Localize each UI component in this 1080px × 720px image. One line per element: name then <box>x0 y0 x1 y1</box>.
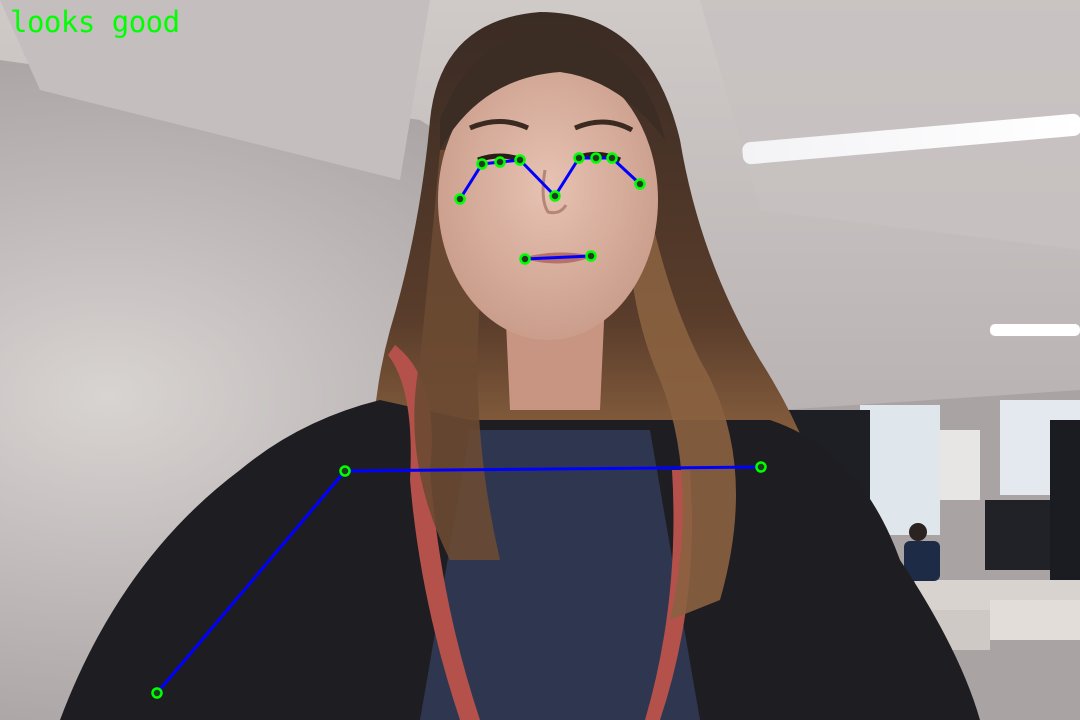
keypoint-nose <box>549 190 561 202</box>
keypoint-right-eye-outer <box>606 152 618 164</box>
keypoint-left-eye-inner <box>514 154 526 166</box>
face-segment-left-ear-to-left-eye-outer <box>458 163 484 200</box>
keypoint-right-eye-inner <box>573 152 585 164</box>
skeleton-lines <box>155 156 762 694</box>
body-segment-left-elbow-to-left-shoulder <box>155 470 347 694</box>
body-segment-left-shoulder-to-right-shoulder <box>344 465 762 473</box>
keypoint-left-elbow <box>151 687 163 699</box>
keypoint-right-shoulder <box>755 461 767 473</box>
keypoint-left-shoulder <box>339 465 351 477</box>
face-segment-left-eye-inner-to-nose <box>518 158 557 198</box>
keypoint-left-eye-outer <box>476 158 488 170</box>
keypoint-mouth-left <box>519 253 531 265</box>
mouth-segment-mouth-left-to-mouth-right <box>524 254 592 261</box>
keypoint-left-ear <box>454 193 466 205</box>
keypoint-right-ear <box>634 178 646 190</box>
keypoint-left-eye <box>494 156 506 168</box>
face-segment-right-eye-outer-to-right-ear <box>610 156 642 186</box>
face-segment-nose-to-right-eye-inner <box>553 157 581 197</box>
skeleton-points <box>151 152 767 699</box>
keypoint-mouth-right <box>585 250 597 262</box>
status-text: looks good <box>10 5 180 39</box>
keypoint-right-eye <box>590 152 602 164</box>
